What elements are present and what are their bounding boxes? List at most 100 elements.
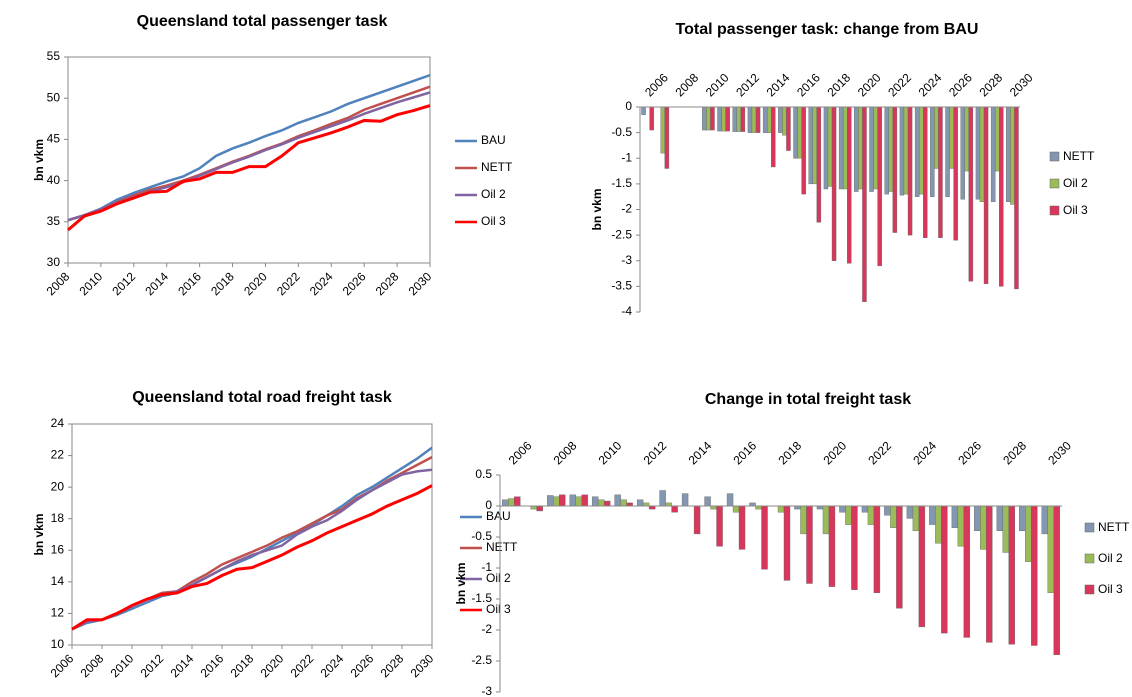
legend-label: NETT — [486, 540, 518, 554]
bar — [812, 106, 818, 185]
bar — [797, 106, 802, 159]
bar — [702, 106, 707, 131]
y-tick-label: -3 — [621, 253, 632, 267]
bar — [660, 106, 666, 154]
legend-label: Oil 2 — [481, 187, 506, 201]
y-tick-label: 14 — [51, 574, 65, 588]
x-tick-label: 2016 — [175, 269, 204, 298]
x-tick-label: 2010 — [108, 651, 137, 680]
bar — [851, 505, 858, 590]
bar — [808, 106, 813, 185]
bar — [892, 106, 898, 233]
x-tick-label: 2008 — [551, 438, 580, 467]
bar — [721, 106, 726, 132]
bar — [907, 106, 913, 236]
y-tick-label: -1 — [481, 560, 492, 574]
x-tick-label: 2028 — [976, 70, 1005, 99]
bar — [960, 106, 965, 200]
bar — [914, 106, 920, 197]
bar — [986, 505, 993, 643]
bar — [938, 106, 943, 238]
bar — [736, 106, 742, 132]
legend-label: Oil 2 — [1063, 176, 1088, 190]
x-tick-label: 2012 — [138, 651, 167, 680]
x-tick-label: 2030 — [1045, 438, 1074, 467]
bar — [725, 106, 730, 132]
legend-label: Oil 3 — [481, 214, 506, 228]
y-tick-label: 0 — [485, 498, 492, 512]
bar — [823, 106, 829, 190]
bar — [806, 505, 813, 584]
bar — [935, 505, 942, 544]
x-tick-label: 2024 — [307, 269, 336, 298]
y-tick-label: -3 — [481, 684, 492, 697]
bar — [903, 106, 909, 195]
x-tick-label: 2018 — [824, 70, 853, 99]
bar — [888, 106, 894, 192]
bar — [968, 106, 974, 282]
series-line — [67, 73, 431, 222]
bar — [896, 505, 903, 609]
x-tick-label: 2006 — [506, 438, 535, 467]
x-tick-label: 2024 — [910, 438, 939, 467]
bar — [999, 106, 1004, 287]
y-tick-label: 22 — [51, 448, 65, 462]
x-tick-label: 2030 — [406, 269, 435, 298]
bar — [502, 499, 509, 507]
bar — [800, 505, 807, 535]
bar — [1014, 106, 1019, 290]
bar — [842, 106, 848, 190]
x-tick-label: 2026 — [348, 651, 377, 680]
bar — [575, 496, 582, 507]
bar — [828, 505, 836, 587]
x-tick-label: 2010 — [76, 269, 105, 298]
legend-label: NETT — [1098, 520, 1130, 534]
bar — [839, 505, 846, 513]
bar — [845, 505, 852, 525]
x-tick-label: 2024 — [916, 70, 945, 99]
bar — [664, 106, 670, 169]
bar — [553, 496, 560, 507]
y-tick-label: 20 — [51, 479, 65, 493]
bar — [710, 106, 715, 131]
bar — [740, 106, 746, 132]
bar — [827, 106, 833, 187]
bar — [929, 505, 936, 525]
bar — [726, 493, 734, 507]
x-tick-label: 2022 — [865, 438, 894, 467]
x-tick-label: 2008 — [78, 651, 107, 680]
x-tick-label: 2014 — [764, 70, 793, 99]
bar — [858, 106, 863, 190]
legend-swatch — [1084, 522, 1095, 533]
bar — [1002, 505, 1009, 553]
x-tick-label: 2010 — [596, 438, 625, 467]
y-tick-label: 30 — [47, 255, 61, 269]
bar — [747, 106, 753, 133]
bar — [717, 106, 722, 132]
legend-swatch — [1049, 205, 1060, 216]
bar — [996, 505, 1004, 531]
bar — [641, 106, 646, 115]
legend-label: Oil 3 — [486, 602, 511, 616]
y-tick-label: 24 — [51, 416, 65, 430]
bar — [732, 505, 740, 513]
bar — [983, 106, 989, 285]
legend-label: Oil 2 — [486, 571, 511, 585]
x-tick-label: 2020 — [820, 438, 849, 467]
x-tick-label: 2024 — [318, 651, 347, 680]
bar — [822, 505, 830, 535]
bar — [1008, 505, 1015, 645]
bar — [681, 493, 689, 507]
bar — [899, 106, 905, 196]
bar — [877, 106, 882, 267]
y-axis-title: bn vkm — [32, 139, 46, 181]
series-line — [71, 468, 433, 631]
x-tick-label: 2026 — [340, 269, 369, 298]
y-tick-label: -4 — [621, 304, 632, 318]
y-tick-label: -1 — [621, 150, 632, 164]
bar — [732, 106, 737, 132]
x-tick-label: 2008 — [672, 70, 701, 99]
x-tick-label: 2010 — [703, 70, 732, 99]
bar — [1006, 106, 1011, 203]
series-line — [71, 484, 433, 631]
